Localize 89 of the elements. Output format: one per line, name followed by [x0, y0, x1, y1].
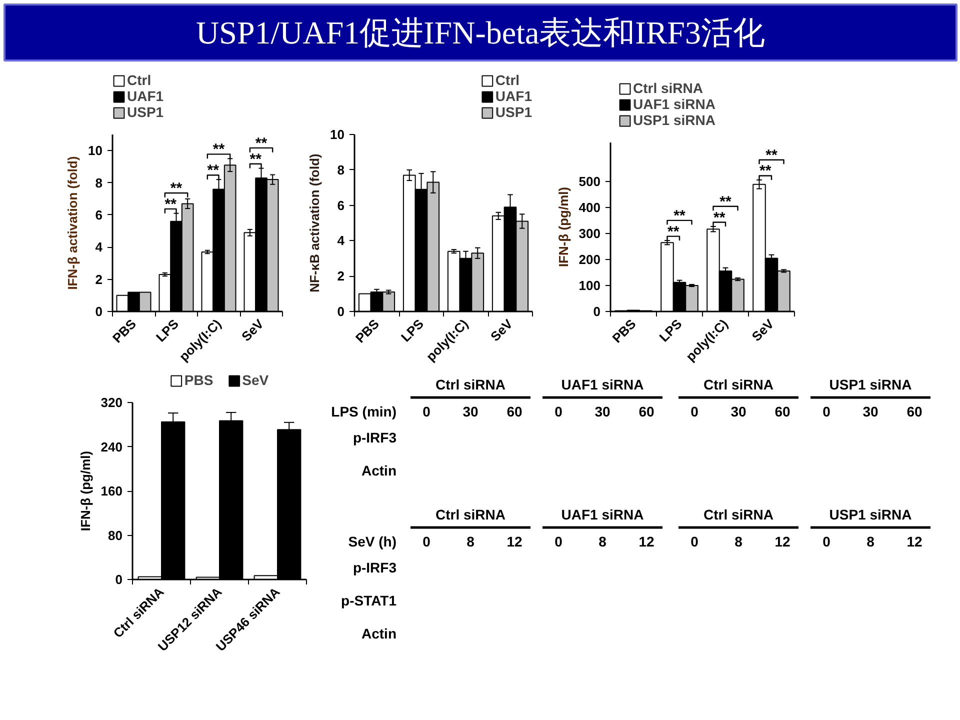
- y-tick-label: 10: [88, 143, 103, 158]
- legend-label: USP1: [127, 104, 164, 120]
- y-tick-label: 240: [100, 439, 123, 454]
- y-tick-label: 200: [578, 252, 601, 267]
- annotation: **: [720, 193, 732, 210]
- text: 30: [730, 404, 746, 420]
- legend-label: PBS: [184, 372, 214, 388]
- text: 30: [594, 404, 610, 420]
- y-tick-label: 500: [578, 174, 601, 189]
- text: 30: [862, 404, 878, 420]
- y-tick-label: 100: [578, 278, 601, 293]
- text: SeV (h): [348, 534, 397, 550]
- annotation: **: [207, 162, 220, 180]
- y-tick-label: 0: [95, 304, 103, 319]
- y-tick-label: 6: [337, 198, 345, 213]
- y-axis-title: IFN-β (pg/ml): [78, 450, 93, 532]
- text: 8: [866, 534, 875, 550]
- text: 0: [422, 404, 431, 420]
- y-tick-label: 2: [95, 272, 103, 287]
- y-axis-title: IFN-β activation (fold): [65, 156, 80, 290]
- annotation: **: [212, 141, 225, 158]
- text: UAF1 siRNA: [561, 506, 644, 522]
- text: 0: [822, 534, 831, 550]
- y-tick-label: 0: [115, 572, 123, 587]
- text: 0: [554, 534, 563, 550]
- legend-label: UAF1: [495, 88, 532, 104]
- annotation: **: [255, 134, 268, 152]
- text: 0: [554, 404, 563, 420]
- text: 60: [638, 404, 654, 420]
- text: 8: [466, 534, 475, 550]
- text: 0: [822, 404, 831, 420]
- y-tick-label: 80: [108, 528, 123, 543]
- text: Ctrl siRNA: [703, 506, 774, 522]
- text: 0: [422, 534, 431, 550]
- legend-label: SeV: [242, 372, 269, 388]
- text: 0: [690, 404, 699, 420]
- text: Actin: [362, 462, 396, 478]
- text: USP1/UAF1促进IFN-beta表达和IRF3活化: [196, 14, 765, 50]
- y-tick-label: 4: [337, 233, 346, 248]
- text: 0: [690, 534, 699, 550]
- text: 12: [506, 534, 522, 550]
- annotation: **: [674, 207, 686, 224]
- text: Ctrl siRNA: [435, 376, 506, 392]
- y-tick-label: 400: [578, 200, 601, 215]
- legend-label: Ctrl: [495, 72, 520, 88]
- text: 12: [638, 534, 654, 550]
- legend-label: Ctrl: [127, 72, 152, 88]
- text: Actin: [362, 626, 396, 642]
- y-tick-label: 300: [578, 226, 601, 241]
- text: USP1 siRNA: [829, 506, 912, 522]
- annotation: **: [250, 150, 262, 168]
- text: p-IRF3: [352, 430, 397, 446]
- text: UAF1 siRNA: [561, 376, 644, 392]
- text: p-IRF3: [352, 560, 397, 576]
- y-axis-title: IFN-β (pg/ml): [556, 186, 571, 268]
- annotation: **: [766, 146, 778, 164]
- y-tick-label: 0: [593, 304, 601, 319]
- text: 60: [774, 404, 790, 420]
- y-tick-label: 6: [95, 207, 103, 222]
- text: 30: [462, 404, 478, 420]
- y-axis-title: NF-κB activation (fold): [307, 154, 322, 292]
- legend-label: USP1: [495, 104, 532, 120]
- y-tick-label: 4: [95, 240, 104, 255]
- y-tick-label: 8: [337, 162, 345, 178]
- y-tick-label: 320: [100, 395, 123, 410]
- text: 12: [906, 534, 922, 550]
- text: 8: [734, 534, 743, 550]
- text: Ctrl siRNA: [435, 506, 506, 522]
- text: 60: [506, 404, 522, 420]
- annotation: **: [170, 180, 182, 198]
- legend-label: Ctrl siRNA: [633, 80, 704, 96]
- annotation: **: [164, 196, 177, 213]
- text: 60: [906, 404, 922, 420]
- annotation: **: [668, 223, 680, 240]
- text: LPS (min): [331, 404, 397, 420]
- legend-label: UAF1: [127, 88, 164, 104]
- y-tick-label: 0: [337, 304, 345, 319]
- annotation: **: [760, 162, 772, 180]
- legend-label: UAF1 siRNA: [633, 96, 716, 112]
- text: Ctrl siRNA: [703, 376, 774, 392]
- text: p-STAT1: [341, 592, 397, 608]
- y-tick-label: 2: [337, 268, 345, 284]
- text: 12: [774, 534, 790, 550]
- annotation: **: [714, 209, 726, 226]
- y-tick-label: 8: [95, 175, 103, 190]
- y-tick-label: 10: [330, 127, 345, 142]
- y-tick-label: 160: [100, 484, 123, 498]
- legend-label: USP1 siRNA: [633, 112, 716, 128]
- text: USP1 siRNA: [829, 376, 912, 392]
